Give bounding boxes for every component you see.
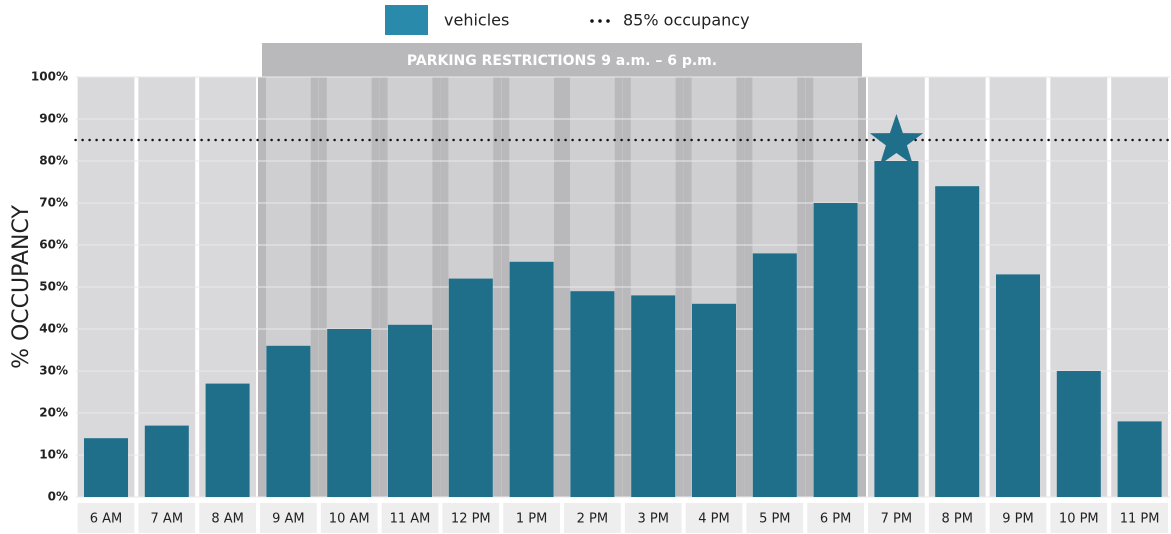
bar (388, 324, 432, 497)
x-label-cell (260, 503, 317, 533)
y-axis-label: % OCCUPANCY (9, 205, 34, 369)
x-label-cell (1050, 503, 1108, 533)
x-tick-label: 8 AM (211, 512, 244, 527)
y-tick-label: 20% (39, 406, 68, 420)
x-label-cell (624, 503, 682, 533)
legend-label: 85% occupancy (623, 11, 750, 30)
x-tick-label: 9 PM (1002, 512, 1033, 527)
bar (935, 186, 980, 497)
y-tick-label: 40% (39, 322, 68, 336)
x-tick-label: 8 PM (941, 512, 972, 527)
x-label-cell (381, 503, 439, 533)
bar (874, 161, 919, 497)
x-tick-label: 2 PM (577, 512, 608, 527)
bar (327, 329, 372, 497)
bar (570, 291, 615, 497)
annotation: PARKING RESTRICTIONS 9 a.m. – 6 p.m. (407, 53, 717, 69)
y-tick-label: 50% (39, 280, 68, 294)
x-tick-label: 10 PM (1059, 512, 1099, 527)
y-tick-label: 10% (39, 448, 68, 462)
bar (813, 203, 858, 497)
y-tick-label: 30% (39, 364, 68, 378)
x-label-cell (564, 503, 621, 533)
x-label-cell (503, 503, 560, 533)
y-tick-label: 70% (39, 196, 68, 210)
x-tick-label: 9 AM (272, 512, 305, 527)
x-tick-label: 4 PM (698, 512, 729, 527)
x-tick-label: 10 AM (329, 512, 370, 527)
bar (631, 295, 676, 497)
bar (144, 425, 189, 497)
x-label-cell (1111, 503, 1168, 533)
y-tick-label: 60% (39, 238, 68, 252)
x-tick-label: 5 PM (759, 512, 790, 527)
bar (266, 345, 311, 497)
x-label-cell (807, 503, 864, 533)
x-label-cell (442, 503, 500, 533)
star (869, 114, 923, 165)
bar (205, 383, 250, 497)
bar (1056, 371, 1101, 497)
x-label-cell (746, 503, 804, 533)
bar (996, 274, 1040, 497)
x-label-cell (77, 503, 135, 533)
bar (752, 253, 797, 497)
x-label-cell (868, 503, 925, 533)
x-tick-label: 3 PM (637, 512, 668, 527)
x-label-cell (989, 503, 1047, 533)
x-label-cell (320, 503, 378, 533)
x-label-cell (685, 503, 743, 533)
x-tick-label: 11 AM (390, 512, 431, 527)
bar (509, 261, 554, 497)
y-tick-label: 80% (39, 154, 68, 168)
x-tick-label: 6 AM (90, 512, 123, 527)
bar (692, 303, 736, 497)
x-tick-label: 7 PM (881, 512, 912, 527)
legend-swatch (385, 5, 428, 35)
region-header (262, 43, 862, 77)
bar (1117, 421, 1162, 497)
x-label-cell (928, 503, 986, 533)
x-tick-label: 1 PM (516, 512, 547, 527)
x-label-cell (199, 503, 256, 533)
y-tick-label: 100% (31, 70, 68, 84)
x-label-cell (138, 503, 196, 533)
x-tick-label: 11 PM (1120, 512, 1160, 527)
y-tick-label: 90% (39, 112, 68, 126)
bar (84, 438, 128, 497)
x-tick-label: 6 PM (820, 512, 851, 527)
bar (448, 278, 493, 497)
legend-label: vehicles (444, 11, 509, 30)
x-tick-label: 7 AM (151, 512, 184, 527)
x-tick-label: 12 PM (451, 512, 491, 527)
y-tick-label: 0% (48, 490, 68, 504)
